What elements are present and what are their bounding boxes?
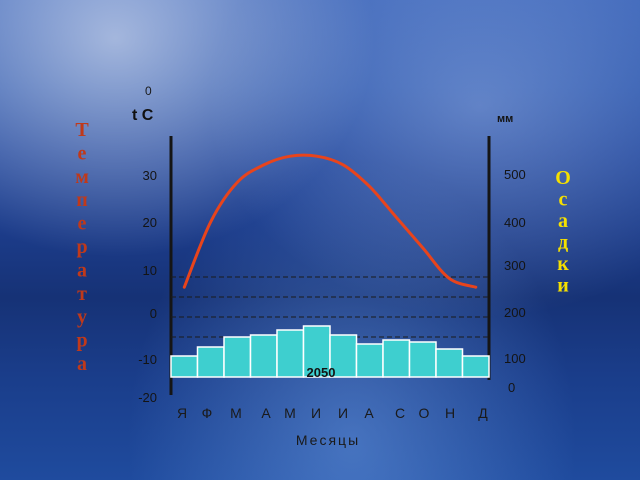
left-axis-title-letter: м: [75, 166, 89, 188]
right-axis-title-letter: О: [555, 167, 571, 189]
month-label: А: [261, 405, 271, 421]
precip-bar: [223, 336, 252, 378]
right-axis-title-letter: а: [558, 210, 568, 232]
right-tick-label: 0: [508, 380, 515, 395]
precip-bar: [408, 341, 437, 378]
left-axis-title-letter: т: [77, 283, 87, 305]
precip-bar: [196, 346, 225, 378]
left-axis-title-letter: п: [76, 189, 88, 211]
left-axis-title-letter: а: [77, 353, 87, 375]
right-axis-title-letter: к: [557, 253, 569, 275]
precip-bar: [170, 355, 199, 378]
right-axis-title-letter: и: [557, 275, 569, 297]
left-tick-label: -10: [138, 352, 157, 367]
month-label: М: [284, 405, 296, 421]
right-tick-label: 200: [504, 305, 526, 320]
right-tick-label: 500: [504, 167, 526, 182]
precip-bar: [302, 325, 331, 378]
left-tick-label: 0: [150, 306, 157, 321]
precip-bar: [382, 339, 411, 378]
month-label: Я: [177, 405, 187, 421]
left-axis-title-letter: р: [76, 236, 87, 258]
left-tick-label: -20: [138, 390, 157, 405]
month-label: А: [364, 405, 374, 421]
precip-bar: [276, 329, 305, 378]
left-tick-label: 20: [143, 215, 157, 230]
left-tick-label: 10: [143, 263, 157, 278]
left-axis-title-letter: а: [77, 259, 87, 281]
left-axis-title-letter: р: [76, 330, 87, 352]
precip-bar: [435, 348, 464, 378]
annual-total-label: 2050: [307, 365, 336, 380]
month-label: Ф: [202, 405, 213, 421]
month-label: И: [338, 405, 348, 421]
month-label: Н: [445, 405, 455, 421]
left-axis-title-letter: е: [78, 213, 87, 235]
left-axis-title-letter: Т: [75, 119, 89, 141]
month-label: М: [230, 405, 242, 421]
right-tick-label: 100: [504, 351, 526, 366]
month-label: И: [311, 405, 321, 421]
precip-bar: [249, 334, 278, 378]
month-label: О: [419, 405, 430, 421]
precip-bar: [329, 334, 358, 378]
precip-bar: [355, 343, 384, 378]
right-axis-title-letter: с: [559, 189, 568, 211]
right-tick-label: 400: [504, 215, 526, 230]
x-axis-title: Месяцы: [296, 432, 360, 448]
left-axis-title-letter: е: [78, 142, 87, 164]
month-label: Д: [478, 405, 488, 421]
left-axis-title-letter: у: [77, 306, 87, 328]
degree-mark: 0: [145, 84, 152, 98]
left-tick-label: 30: [143, 168, 157, 183]
temperature-line: [182, 153, 478, 289]
right-tick-label: 300: [504, 258, 526, 273]
right-unit-label: мм: [497, 113, 513, 125]
left-unit-label: t C: [132, 107, 154, 124]
right-axis-title-letter: д: [558, 232, 568, 254]
precip-bar: [461, 355, 490, 378]
month-label: С: [395, 405, 405, 421]
